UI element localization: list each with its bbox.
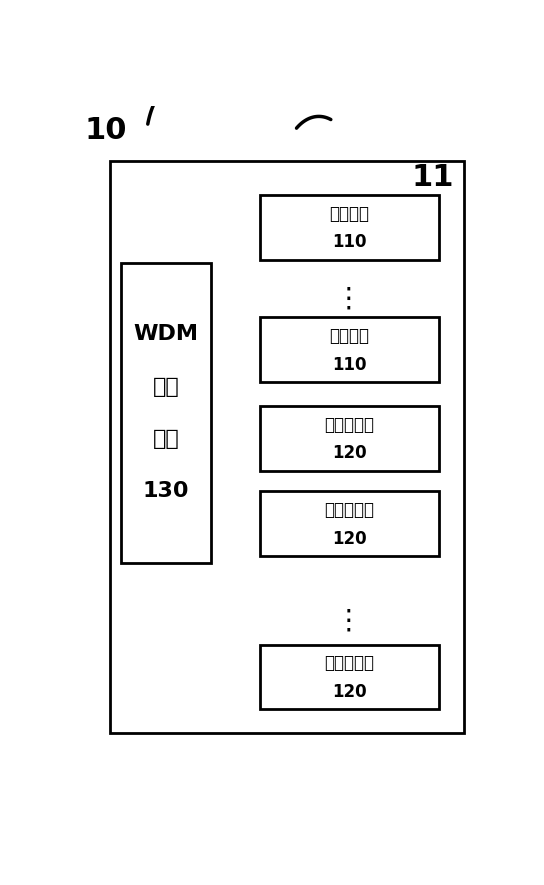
Text: 可调光模块: 可调光模块: [324, 654, 374, 673]
FancyBboxPatch shape: [260, 491, 439, 556]
FancyBboxPatch shape: [110, 161, 464, 733]
Text: 可调光模块: 可调光模块: [324, 501, 374, 519]
FancyBboxPatch shape: [121, 263, 211, 563]
FancyBboxPatch shape: [260, 406, 439, 471]
Text: 器件: 器件: [153, 428, 180, 449]
Text: WDM: WDM: [133, 325, 199, 344]
Text: 120: 120: [332, 529, 367, 548]
Text: 130: 130: [143, 481, 189, 501]
Text: 11: 11: [412, 163, 454, 192]
Text: 120: 120: [332, 444, 367, 462]
Text: 110: 110: [332, 356, 367, 373]
Text: ⋮: ⋮: [335, 607, 362, 635]
FancyBboxPatch shape: [260, 195, 439, 259]
Text: 无源: 无源: [153, 377, 180, 397]
Text: 彩光模块: 彩光模块: [330, 327, 369, 345]
FancyBboxPatch shape: [260, 644, 439, 709]
Text: 可调光模块: 可调光模块: [324, 416, 374, 434]
Text: ⋮: ⋮: [335, 284, 362, 312]
Text: 彩光模块: 彩光模块: [330, 204, 369, 222]
Text: 120: 120: [332, 683, 367, 701]
Text: 10: 10: [85, 116, 127, 144]
FancyBboxPatch shape: [260, 318, 439, 382]
Text: 110: 110: [332, 233, 367, 251]
